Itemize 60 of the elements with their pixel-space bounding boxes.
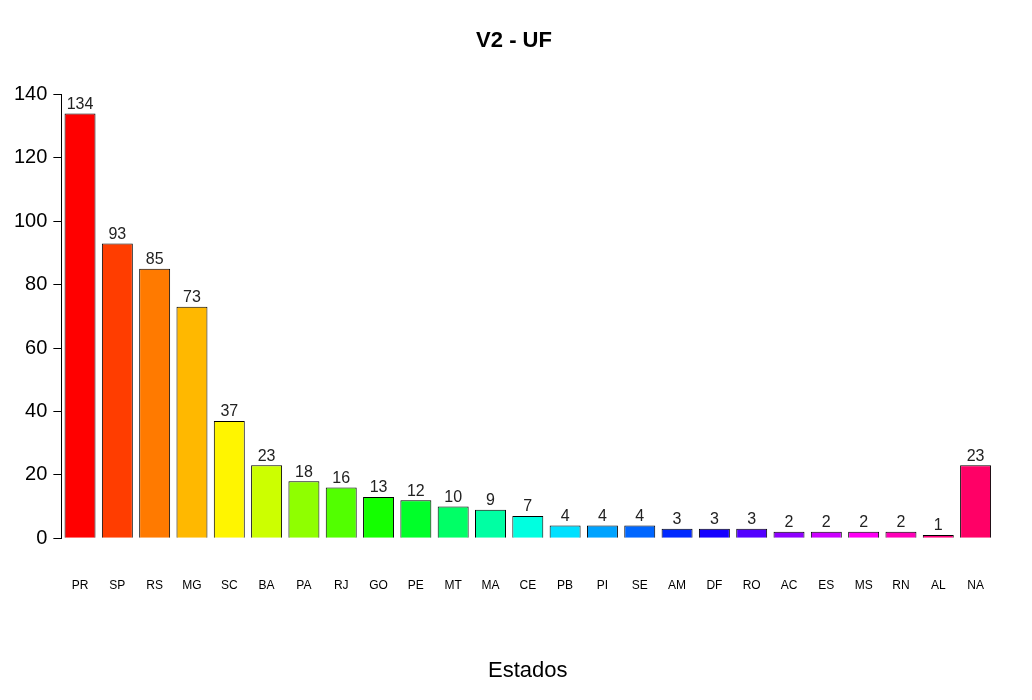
data-label: 16 bbox=[332, 468, 351, 486]
data-label: 23 bbox=[257, 446, 276, 464]
data-label: 7 bbox=[523, 497, 533, 515]
data-label: 1 bbox=[933, 516, 943, 534]
y-tick-label: 80 bbox=[25, 272, 48, 295]
data-label: 134 bbox=[66, 94, 94, 112]
data-label: 2 bbox=[896, 513, 906, 531]
y-tick-label: 20 bbox=[25, 462, 48, 485]
x-tick-label: BA bbox=[258, 577, 275, 592]
chart-title: V2 - UF bbox=[476, 27, 552, 53]
data-label: 13 bbox=[369, 478, 388, 496]
data-label: 3 bbox=[672, 510, 682, 528]
y-tick-label: 0 bbox=[36, 525, 48, 548]
x-tick-label: SE bbox=[631, 577, 648, 592]
x-tick-label: AL bbox=[930, 577, 946, 592]
data-label: 73 bbox=[183, 288, 201, 306]
data-label: 9 bbox=[486, 491, 496, 509]
y-tick-label: 100 bbox=[13, 208, 48, 231]
data-label: 3 bbox=[709, 510, 719, 528]
y-tick-label: 60 bbox=[25, 335, 48, 358]
y-tick-label: 120 bbox=[13, 145, 48, 168]
x-axis-title: Estados bbox=[488, 656, 568, 682]
x-tick-label: PB bbox=[557, 577, 574, 592]
x-tick-label: MG bbox=[182, 577, 202, 592]
x-tick-label: RS bbox=[146, 577, 163, 592]
x-tick-label: RN bbox=[892, 577, 910, 592]
data-label: 10 bbox=[444, 487, 463, 505]
data-label: 12 bbox=[406, 481, 425, 499]
data-label: 2 bbox=[784, 513, 794, 531]
x-tick-label: SP bbox=[109, 577, 126, 592]
x-tick-label: MA bbox=[481, 577, 500, 592]
x-tick-label: PA bbox=[296, 577, 312, 592]
y-tick-label: 40 bbox=[25, 398, 48, 421]
x-tick-label: PI bbox=[596, 577, 609, 592]
x-tick-label: AM bbox=[668, 577, 687, 592]
x-tick-label: DF bbox=[706, 577, 723, 592]
data-label: 85 bbox=[145, 250, 164, 268]
x-tick-label: GO bbox=[369, 577, 388, 592]
x-tick-label: RJ bbox=[333, 577, 349, 592]
x-tick-label: NA bbox=[967, 577, 984, 592]
x-tick-label: MS bbox=[854, 577, 873, 592]
x-tick-label: PE bbox=[407, 577, 424, 592]
data-label: 3 bbox=[747, 510, 757, 528]
y-tick-label: 140 bbox=[13, 81, 48, 104]
x-tick-label: SC bbox=[220, 577, 238, 592]
data-label: 23 bbox=[966, 446, 985, 464]
data-label: 4 bbox=[597, 506, 607, 524]
data-label: 2 bbox=[859, 513, 869, 531]
data-label: 2 bbox=[821, 513, 831, 531]
data-label: 37 bbox=[220, 402, 239, 420]
data-label: 93 bbox=[108, 224, 127, 242]
x-tick-label: PR bbox=[71, 577, 89, 592]
data-label: 4 bbox=[560, 506, 570, 524]
x-tick-label: RO bbox=[742, 577, 761, 592]
data-label: 4 bbox=[635, 506, 645, 524]
x-tick-label: ES bbox=[818, 577, 835, 592]
x-tick-label: CE bbox=[519, 577, 537, 592]
data-label: 18 bbox=[295, 462, 313, 480]
x-tick-label: MT bbox=[444, 577, 463, 592]
x-tick-label: AC bbox=[780, 577, 798, 592]
